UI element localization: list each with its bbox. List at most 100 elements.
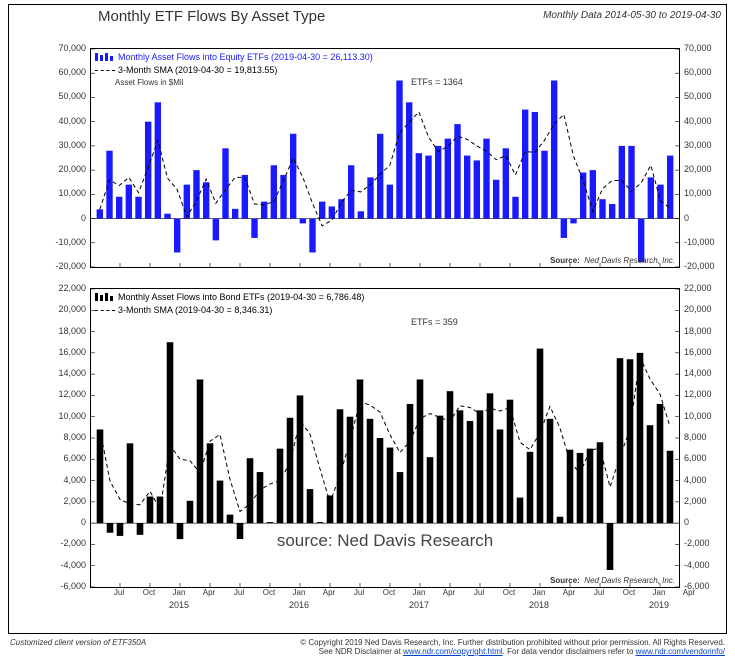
watermark: source: Ned Davis Research — [91, 531, 679, 551]
ytick-label: 0 — [684, 213, 726, 223]
ytick-label: -6,000 — [44, 581, 86, 591]
bond-etf-count: ETFs = 359 — [411, 317, 458, 327]
ytick-label: 20,000 — [684, 304, 726, 314]
bond-sma-text: 3-Month SMA (2019-04-30 = 8,346.31) — [118, 305, 272, 315]
year-label: 2017 — [399, 600, 439, 610]
xtick-label: Jan — [527, 588, 551, 597]
equity-chart: Monthly Asset Flows into Equity ETFs (20… — [90, 48, 680, 268]
xtick-label: Apr — [677, 588, 701, 597]
vendor-link[interactable]: www.ndr.com/vendorinfo/ — [636, 647, 725, 656]
xtick-label: Jul — [227, 588, 251, 597]
xtick-label: Oct — [137, 588, 161, 597]
ytick-label: 22,000 — [44, 283, 86, 293]
bond-source: Source: Ned Davis Research, Inc. — [550, 576, 675, 585]
ytick-label: 20,000 — [684, 164, 726, 174]
ytick-label: -20,000 — [684, 261, 726, 271]
ytick-label: 50,000 — [44, 91, 86, 101]
xtick-label: Apr — [317, 588, 341, 597]
ytick-label: 6,000 — [684, 453, 726, 463]
ytick-label: -2,000 — [44, 538, 86, 548]
ytick-label: 60,000 — [44, 67, 86, 77]
xtick-label: Oct — [377, 588, 401, 597]
ytick-label: 10,000 — [684, 411, 726, 421]
dash-icon — [95, 310, 115, 311]
ytick-label: 20,000 — [44, 164, 86, 174]
bond-legend-text: Monthly Asset Flows into Bond ETFs (2019… — [118, 292, 364, 302]
xtick-label: Jan — [167, 588, 191, 597]
chart-figure: Monthly ETF Flows By Asset Type Monthly … — [0, 0, 735, 662]
equity-legend-text: Monthly Asset Flows into Equity ETFs (20… — [118, 52, 373, 62]
ytick-label: 70,000 — [44, 43, 86, 53]
year-label: 2019 — [639, 600, 679, 610]
equity-sma-text: 3-Month SMA (2019-04-30 = 19,813.55) — [118, 65, 277, 75]
footer-right: © Copyright 2019 Ned Davis Research, Inc… — [300, 638, 725, 656]
ytick-label: 16,000 — [44, 347, 86, 357]
ytick-label: 4,000 — [684, 475, 726, 485]
xtick-label: Oct — [617, 588, 641, 597]
ytick-label: 22,000 — [684, 283, 726, 293]
bar-swatch-icon — [95, 293, 115, 303]
equity-legend-series: Monthly Asset Flows into Equity ETFs (20… — [95, 52, 373, 63]
ytick-label: 70,000 — [684, 43, 726, 53]
ytick-label: -4,000 — [44, 560, 86, 570]
xtick-label: Jul — [107, 588, 131, 597]
ytick-label: 0 — [684, 517, 726, 527]
xtick-label: Apr — [437, 588, 461, 597]
axis-note: Asset Flows in $Mil — [115, 78, 183, 87]
ytick-label: 20,000 — [44, 304, 86, 314]
footer-left: Customized client version of ETF350A — [10, 638, 146, 647]
ytick-label: -10,000 — [44, 237, 86, 247]
ytick-label: 2,000 — [44, 496, 86, 506]
ytick-label: 14,000 — [684, 368, 726, 378]
ytick-label: 30,000 — [44, 140, 86, 150]
equity-source-text: Ned Davis Research, Inc. — [584, 256, 675, 265]
footer-copyright: © Copyright 2019 Ned Davis Research, Inc… — [300, 638, 725, 647]
xtick-label: Jul — [347, 588, 371, 597]
ytick-label: 6,000 — [44, 453, 86, 463]
equity-legend-sma: 3-Month SMA (2019-04-30 = 19,813.55) — [95, 65, 277, 75]
bond-chart: Monthly Asset Flows into Bond ETFs (2019… — [90, 288, 680, 588]
ytick-label: 2,000 — [684, 496, 726, 506]
ytick-label: -4,000 — [684, 560, 726, 570]
xtick-label: Apr — [557, 588, 581, 597]
bond-legend-sma: 3-Month SMA (2019-04-30 = 8,346.31) — [95, 305, 272, 315]
equity-source: Source: Ned Davis Research, Inc. — [550, 256, 675, 265]
ytick-label: 8,000 — [684, 432, 726, 442]
ytick-label: 10,000 — [44, 411, 86, 421]
bond-source-text: Ned Davis Research, Inc. — [584, 576, 675, 585]
equity-etf-count: ETFs = 1364 — [411, 77, 463, 87]
ytick-label: 50,000 — [684, 91, 726, 101]
ytick-label: 0 — [44, 517, 86, 527]
ytick-label: 0 — [44, 213, 86, 223]
xtick-label: Oct — [257, 588, 281, 597]
ytick-label: -20,000 — [44, 261, 86, 271]
ytick-label: 40,000 — [44, 116, 86, 126]
xtick-label: Apr — [197, 588, 221, 597]
footer-links: See NDR Disclaimer at www.ndr.com/copyri… — [300, 647, 725, 656]
year-label: 2018 — [519, 600, 559, 610]
xtick-label: Jan — [407, 588, 431, 597]
copyright-link[interactable]: www.ndr.com/copyright.html — [403, 647, 503, 656]
xtick-label: Jan — [287, 588, 311, 597]
ytick-label: 16,000 — [684, 347, 726, 357]
ytick-label: 10,000 — [684, 188, 726, 198]
ytick-label: 14,000 — [44, 368, 86, 378]
ytick-label: 60,000 — [684, 67, 726, 77]
ytick-label: 10,000 — [44, 188, 86, 198]
date-range: Monthly Data 2014-05-30 to 2019-04-30 — [543, 10, 721, 21]
year-label: 2015 — [159, 600, 199, 610]
dash-icon — [95, 70, 115, 71]
chart-title: Monthly ETF Flows By Asset Type — [98, 8, 325, 25]
ytick-label: 40,000 — [684, 116, 726, 126]
ytick-label: 30,000 — [684, 140, 726, 150]
ytick-label: 18,000 — [684, 326, 726, 336]
xtick-label: Oct — [497, 588, 521, 597]
ytick-label: 8,000 — [44, 432, 86, 442]
xtick-label: Jan — [647, 588, 671, 597]
xtick-label: Jul — [467, 588, 491, 597]
ytick-label: 18,000 — [44, 326, 86, 336]
ytick-label: 4,000 — [44, 475, 86, 485]
ytick-label: 12,000 — [44, 389, 86, 399]
bond-legend-series: Monthly Asset Flows into Bond ETFs (2019… — [95, 292, 364, 303]
ytick-label: -10,000 — [684, 237, 726, 247]
